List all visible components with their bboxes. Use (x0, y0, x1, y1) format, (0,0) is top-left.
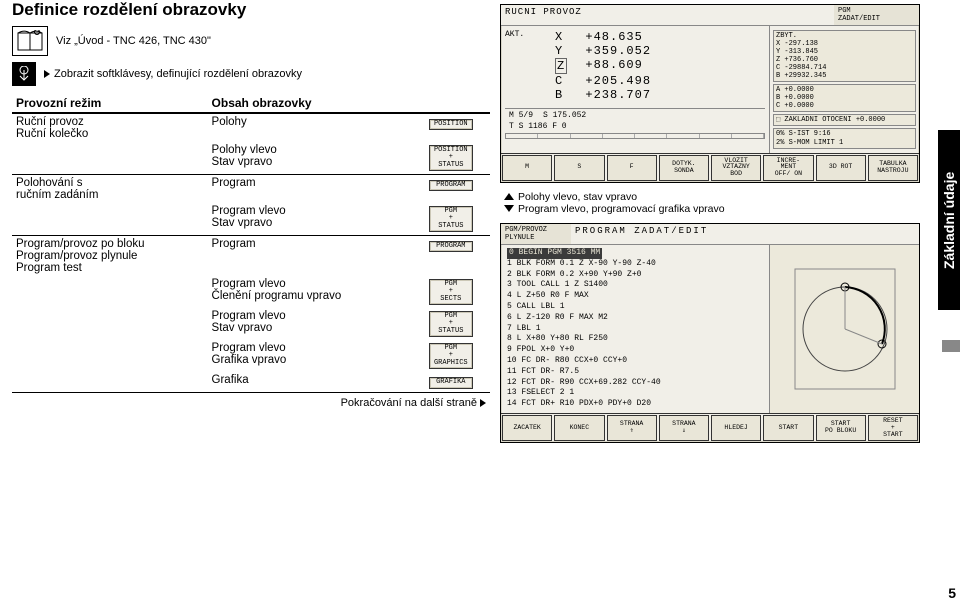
program-line: 5 CALL LBL 1 (507, 302, 763, 313)
mode-table: Provozní režim Obsah obrazovky Ruční pro… (12, 94, 490, 393)
softkey[interactable]: VLOZITVZTAZNYBOD (711, 155, 761, 181)
coord-row: C +205.498 (555, 74, 651, 88)
softkey[interactable]: START (763, 415, 813, 441)
table-mode-cell: Polohování s ručním zadáním (12, 175, 208, 204)
table-mode-cell (12, 308, 208, 340)
program-line: 13 FSELECT 2 1 (507, 388, 763, 399)
scr1-status-m: M 5/9 (509, 111, 533, 120)
coord-row: X +48.635 (555, 30, 651, 44)
softkey[interactable]: 3D ROT (816, 155, 866, 181)
mini-panel: ZBYT.X -297.138Y -313.845Z +736.760C -29… (773, 30, 916, 82)
softkey[interactable]: STRANA⇓ (659, 415, 709, 441)
table-mode-cell (12, 276, 208, 308)
softkey[interactable]: DOTYK.SONDA (659, 155, 709, 181)
coord-row: B +238.707 (555, 88, 651, 102)
program-line: 7 LBL 1 (507, 324, 763, 335)
softkey[interactable]: RESET+START (868, 415, 918, 441)
coord-row: Z +88.609 (555, 58, 651, 74)
coord-row: Y +359.052 (555, 44, 651, 58)
program-line: 4 L Z+50 R0 F MAX (507, 291, 763, 302)
tip-text: Zobrazit softklávesy, definující rozděle… (54, 68, 302, 80)
table-mode-cell: Ruční provoz Ruční kolečko (12, 113, 208, 142)
screenshot-program-edit: PGM/PROVOZPLYNULE PROGRAM ZADAT/EDIT 0 B… (500, 223, 920, 443)
program-line: 9 FPOL X+0 Y+0 (507, 345, 763, 356)
table-mode-cell (12, 203, 208, 236)
arrow-box-icon (12, 62, 36, 86)
table-content-cell: Program vlevo Stav vpravo (208, 308, 425, 340)
program-line: 6 L Z-120 R0 F MAX M2 (507, 313, 763, 324)
footer: Pokračování na další straně (12, 397, 490, 409)
softkey-icon: POSITION + STATUS (429, 145, 473, 171)
softkey-icon: PROGRAM (429, 241, 473, 252)
scr2-title-left: PGM/PROVOZPLYNULE (501, 224, 571, 244)
scr1-side-title: PGMZADAT/EDIT (834, 5, 919, 25)
table-mode-cell (12, 372, 208, 392)
side-tab: Základní údaje (938, 130, 960, 310)
softkey[interactable]: KONEC (554, 415, 604, 441)
ref-row: Viz „Úvod - TNC 426, TNC 430" (12, 26, 490, 56)
table-content-cell: Program vlevo Stav vpravo (208, 203, 425, 236)
softkey[interactable]: M (502, 155, 552, 181)
program-line: 14 FCT DR+ R10 PDX+0 PDY+0 D20 (507, 399, 763, 410)
softkey-icon: PGM + GRAPHICS (429, 343, 473, 369)
th-content: Obsah obrazovky (208, 94, 425, 113)
legend: Polohy vlevo, stav vpravo Program vlevo,… (504, 191, 952, 215)
th-mode: Provozní režim (12, 94, 208, 113)
softkey-icon: PGM + STATUS (429, 311, 473, 337)
program-graphic-icon (790, 264, 900, 394)
program-line: 3 TOOL CALL 1 Z S1400 (507, 280, 763, 291)
softkey-icon: PGM + STATUS (429, 206, 473, 232)
program-line: 8 L X+80 Y+80 RL F250 (507, 334, 763, 345)
softkey-icon: GRAFIKA (429, 377, 473, 388)
softkey-icon: PROGRAM (429, 180, 473, 191)
program-line: 10 FC DR- R80 CCX+0 CCY+0 (507, 356, 763, 367)
program-line: 2 BLK FORM 0.2 X+90 Y+90 Z+0 (507, 270, 763, 281)
scr1-status-tf: T S 1186 F 0 (505, 122, 765, 131)
table-content-cell: Program vlevo Členění programu vpravo (208, 276, 425, 308)
table-mode-cell: Program/provoz po bloku Program/provoz p… (12, 236, 208, 277)
side-marker (942, 340, 960, 352)
akt-label: AKT. (505, 30, 545, 102)
scr1-status-s: S 175.052 (543, 111, 586, 120)
softkey[interactable]: HLEDEJ (711, 415, 761, 441)
table-content-cell: Polohy (208, 113, 425, 142)
softkey[interactable]: STARTPO BLOKU (816, 415, 866, 441)
mini-panel: 0% S-IST 9:162% S-MOM LIMIT 1 (773, 128, 916, 148)
mini-panel: A +0.0000B +0.0000C +0.0000 (773, 84, 916, 112)
table-content-cell: Program vlevo Grafika vpravo (208, 340, 425, 372)
tip-row: Zobrazit softklávesy, definující rozděle… (12, 62, 490, 86)
scr1-title: RUCNI PROVOZ (501, 5, 834, 25)
softkey-icon: PGM + SECTS (429, 279, 473, 305)
program-line: 1 BLK FORM 0.1 Z X-90 Y-90 Z-40 (507, 259, 763, 270)
table-mode-cell (12, 340, 208, 372)
table-content-cell: Grafika (208, 372, 425, 392)
table-content-cell: Program (208, 175, 425, 204)
softkey[interactable]: INCRE-MENTOFF/ ON (763, 155, 813, 181)
page-title: Definice rozdělení obrazovky (12, 0, 490, 20)
softkey[interactable]: TABULKANASTROJU (868, 155, 918, 181)
program-line: 0 BEGIN PGM 3516 MM (507, 248, 763, 259)
th-icon (425, 94, 490, 113)
program-line: 11 FCT DR- R7.5 (507, 367, 763, 378)
screenshot-manual-mode: RUCNI PROVOZ PGMZADAT/EDIT AKT. X +48.63… (500, 4, 920, 183)
softkey[interactable]: S (554, 155, 604, 181)
softkey[interactable]: ZACATEK (502, 415, 552, 441)
program-line: 12 FCT DR- R90 CCX+69.282 CCY-40 (507, 378, 763, 389)
softkey[interactable]: F (607, 155, 657, 181)
ref-text: Viz „Úvod - TNC 426, TNC 430" (56, 35, 211, 47)
page-number: 5 (938, 585, 956, 601)
mini-panel: ⬚ ZAKLADNI OTOCENI +0.0000 (773, 114, 916, 126)
scr2-title: PROGRAM ZADAT/EDIT (571, 224, 919, 244)
softkey[interactable]: STRANA⇑ (607, 415, 657, 441)
table-content-cell: Polohy vlevo Stav vpravo (208, 142, 425, 175)
book-icon (12, 26, 48, 56)
table-content-cell: Program (208, 236, 425, 277)
softkey-icon: POSITION (429, 119, 473, 130)
table-mode-cell (12, 142, 208, 175)
